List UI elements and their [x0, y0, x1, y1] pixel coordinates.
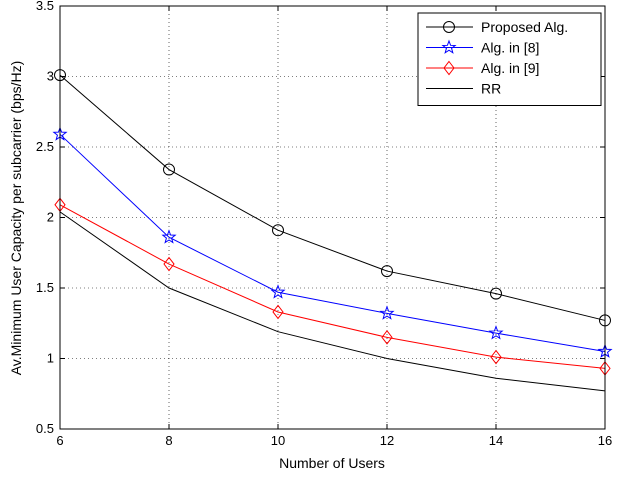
x-axis-label: Number of Users — [279, 455, 385, 471]
series-lines — [59, 74, 606, 392]
series-line-3 — [59, 204, 606, 369]
legend: Proposed Alg. Alg. in [8] Alg. in [9] RR — [417, 12, 602, 106]
y-tick-label: 3 — [47, 69, 54, 84]
data-point-series-3-diamond-marker — [490, 349, 502, 365]
legend-label-1: Proposed Alg. — [481, 19, 568, 35]
data-point-series-2-star-marker — [270, 284, 286, 299]
x-tick-label: 12 — [380, 433, 394, 448]
y-tick-label: 1 — [47, 351, 54, 366]
axis-ticks: 6 8 10 12 14 16 0.5 1 1.5 2 2.5 3 3.5 — [36, 0, 612, 448]
legend-star-marker — [441, 39, 457, 54]
y-tick-label: 0.5 — [36, 421, 54, 436]
data-point-series-3-diamond-marker — [381, 330, 393, 345]
data-point-series-1-circle-marker — [490, 287, 502, 300]
y-tick-label: 2.5 — [36, 139, 54, 154]
legend-label-2: Alg. in [8] — [481, 40, 539, 56]
legend-label-4: RR — [481, 81, 501, 97]
x-tick-label: 10 — [271, 433, 285, 448]
data-point-series-2-star-marker — [488, 325, 504, 340]
data-point-series-1-circle-marker — [381, 265, 393, 278]
series-line-4 — [59, 211, 606, 392]
x-tick-label: 16 — [598, 433, 612, 448]
series-line-2 — [59, 133, 606, 352]
x-tick-label: 14 — [489, 433, 503, 448]
y-tick-label: 1.5 — [36, 280, 54, 295]
legend-circle-marker — [443, 21, 455, 33]
series-line-1 — [59, 74, 606, 321]
y-tick-label: 2 — [47, 210, 54, 225]
y-axis-label: Av.Minimum User Capacity per subcarrier … — [8, 61, 24, 376]
x-tick-label: 8 — [165, 433, 172, 448]
y-tick-label: 3.5 — [36, 0, 54, 13]
legend-diamond-marker — [443, 60, 455, 76]
x-tick-label: 6 — [56, 433, 63, 448]
data-point-series-3-diamond-marker — [272, 304, 284, 320]
data-point-series-2-star-marker — [379, 305, 395, 320]
legend-box — [417, 12, 602, 106]
legend-label-3: Alg. in [9] — [481, 60, 539, 76]
data-point-series-1-circle-marker — [163, 163, 175, 176]
data-point-series-3-diamond-marker — [163, 256, 175, 272]
data-point-series-1-circle-marker — [272, 224, 284, 237]
data-point-series-2-star-marker — [161, 229, 177, 244]
